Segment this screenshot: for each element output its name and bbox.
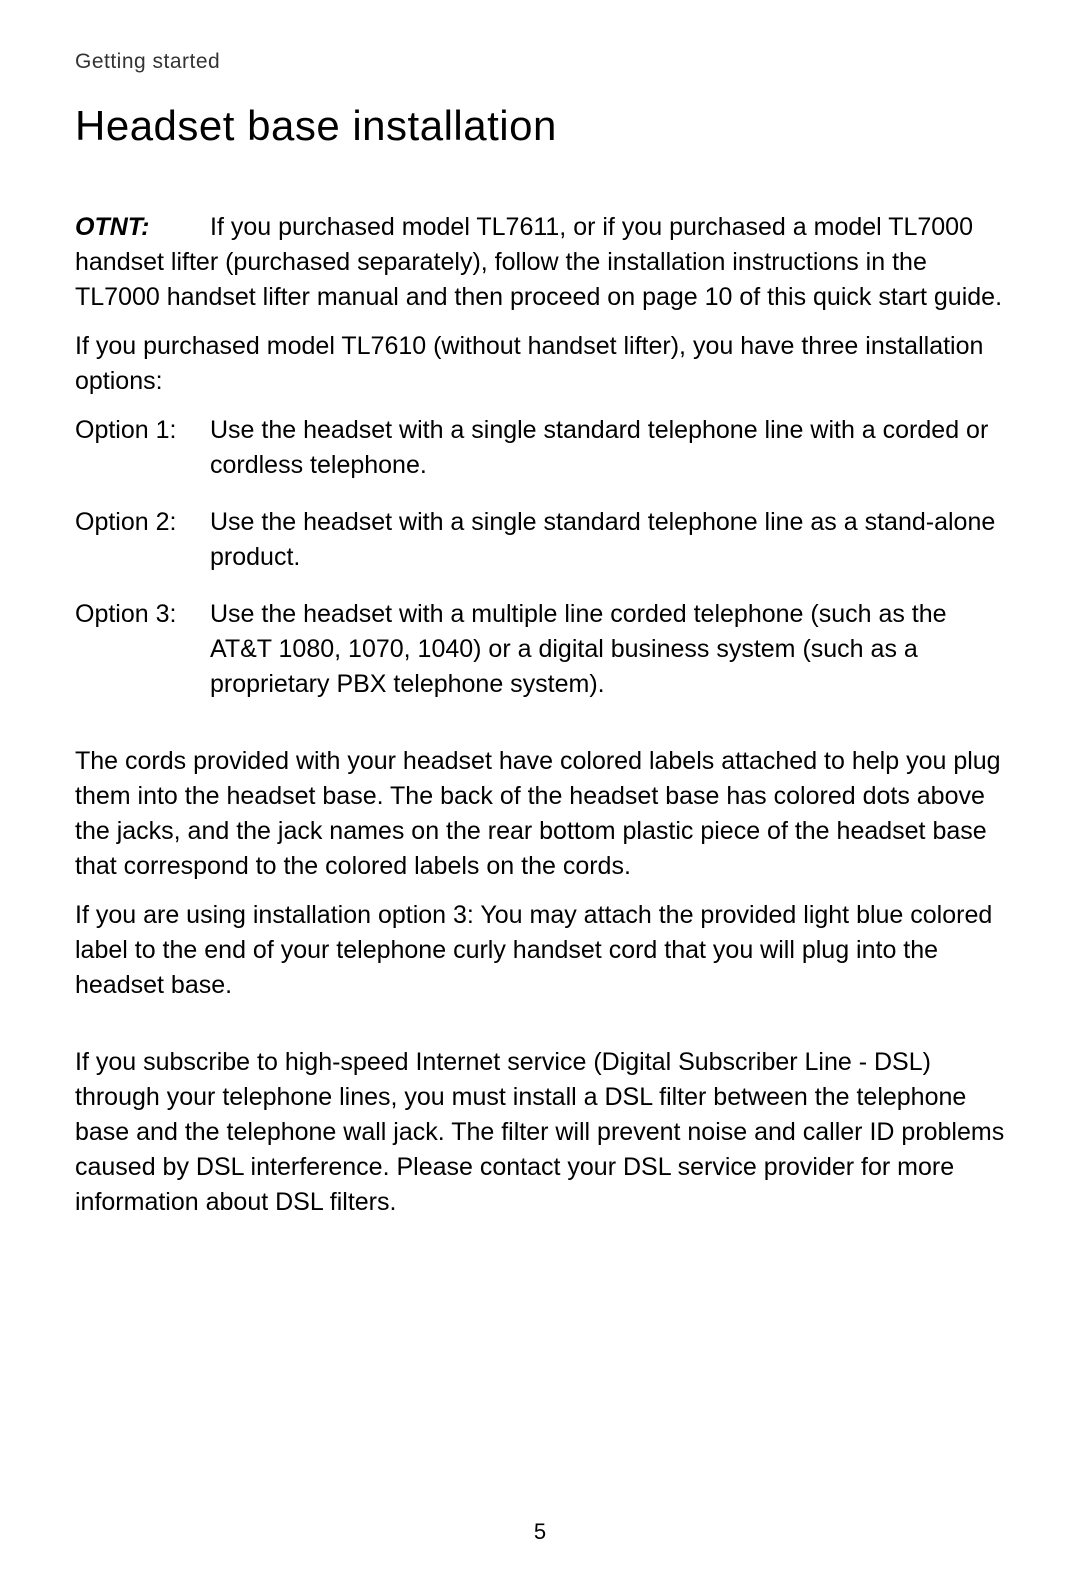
dsl-paragraph: If you subscribe to high-speed Internet … xyxy=(75,1045,1005,1220)
option-label: Option 3: xyxy=(75,597,210,702)
option-text: Use the headset with a single standard t… xyxy=(210,505,1005,575)
option3-paragraph: If you are using installation option 3: … xyxy=(75,898,1005,1003)
option-item-2: Option 2: Use the headset with a single … xyxy=(75,505,1005,575)
breadcrumb: Getting started xyxy=(75,50,1005,74)
note-text: If you purchased model TL7611, or if you… xyxy=(75,213,1002,311)
cords-paragraph: The cords provided with your headset hav… xyxy=(75,744,1005,884)
option-text: Use the headset with a single standard t… xyxy=(210,413,1005,483)
option-text: Use the headset with a multiple line cor… xyxy=(210,597,1005,702)
intro-paragraph: If you purchased model TL7610 (without h… xyxy=(75,329,1005,399)
page-title: Headset base installation xyxy=(75,102,1005,150)
option-item-1: Option 1: Use the headset with a single … xyxy=(75,413,1005,483)
option-label: Option 2: xyxy=(75,505,210,575)
page-number: 5 xyxy=(534,1519,546,1545)
options-list: Option 1: Use the headset with a single … xyxy=(75,413,1005,702)
option-label: Option 1: xyxy=(75,413,210,483)
option-item-3: Option 3: Use the headset with a multipl… xyxy=(75,597,1005,702)
note-paragraph: OTNT:If you purchased model TL7611, or i… xyxy=(75,210,1005,315)
note-label: OTNT: xyxy=(75,210,210,245)
